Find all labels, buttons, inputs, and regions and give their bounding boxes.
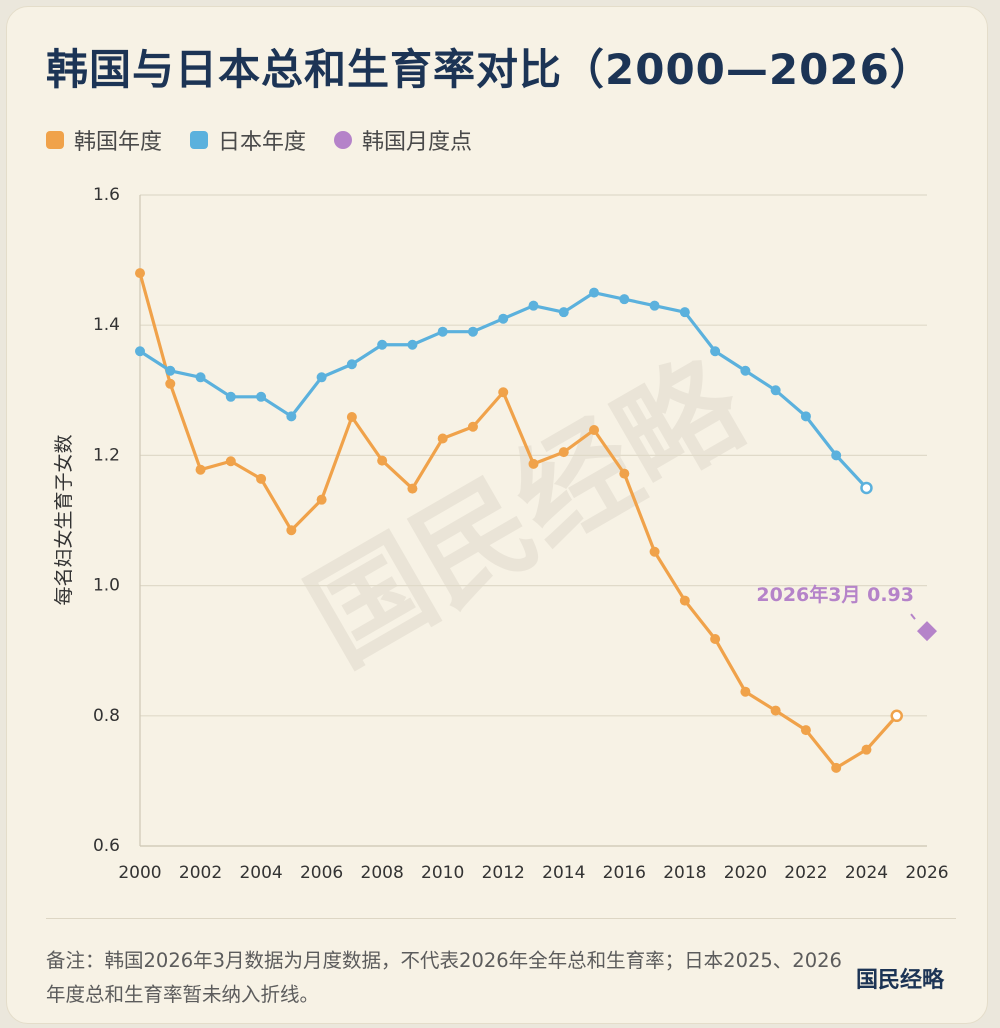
data-point-korea	[740, 686, 751, 697]
data-point-korea	[890, 709, 903, 723]
data-point-korea	[135, 268, 145, 279]
chart-card	[6, 6, 988, 1024]
x-tick-label: 2000	[118, 863, 161, 883]
data-point-japan	[740, 365, 751, 376]
brand-name: 国民经略	[856, 968, 945, 993]
data-point-japan	[256, 391, 267, 402]
data-point-korea	[589, 425, 600, 436]
legend-item-japan-annual: 日本年度	[190, 124, 306, 156]
legend-label-korea-annual: 韩国年度	[74, 130, 163, 155]
data-point-korea	[558, 447, 569, 458]
data-point-korea	[407, 483, 418, 494]
data-point-korea	[649, 546, 660, 557]
x-tick-label: 2012	[482, 863, 525, 883]
data-point-korea	[528, 458, 539, 469]
footer-divider	[46, 918, 956, 919]
legend-item-korea-annual: 韩国年度	[46, 124, 162, 156]
legend-label-japan-annual: 日本年度	[218, 130, 307, 155]
x-tick-label: 2022	[784, 863, 827, 883]
data-point-korea	[831, 762, 842, 773]
data-point-japan	[800, 411, 811, 422]
x-tick-label: 2014	[542, 863, 585, 883]
legend-item-korea-monthly: 韩国月度点	[334, 124, 472, 156]
data-point-japan	[377, 339, 388, 350]
series-line-korea	[138, 271, 899, 770]
legend-label-korea-monthly: 韩国月度点	[362, 130, 473, 155]
data-point-japan	[558, 307, 569, 318]
data-point-japan	[165, 365, 176, 376]
x-tick-label: 2010	[421, 863, 464, 883]
data-point-korea	[316, 494, 327, 505]
watermark: 国民经略	[287, 334, 766, 691]
data-point-japan	[467, 326, 478, 337]
y-tick-label: 1.0	[93, 576, 120, 596]
x-tick-label: 2004	[239, 863, 282, 883]
data-point-korea	[467, 421, 478, 432]
data-point-korea	[679, 595, 690, 606]
data-point-japan	[770, 385, 781, 396]
data-point-japan	[498, 313, 509, 324]
data-point-korea	[619, 468, 630, 479]
data-point-japan	[346, 359, 357, 370]
x-tick-label: 2016	[603, 863, 646, 883]
data-point-korea	[437, 433, 448, 444]
legend-swatch-japan-annual	[190, 131, 209, 149]
data-point-japan	[589, 287, 600, 298]
legend-swatch-korea-annual	[46, 131, 64, 149]
data-point-korea	[800, 725, 811, 736]
data-point-korea	[225, 456, 236, 467]
axes: 0.6 0.8 1.0 1.2 1.4 1.6 2000 2002 2004 2006 2008 20…	[53, 185, 949, 883]
x-tick-label: 2006	[300, 863, 343, 883]
data-point-korea	[286, 525, 297, 536]
data-point-korea	[498, 387, 509, 398]
y-tick-label: 1.6	[93, 185, 120, 205]
data-point-japan	[528, 300, 539, 311]
data-point-japan	[649, 300, 660, 311]
data-point-japan	[679, 307, 690, 318]
data-point-japan	[831, 450, 842, 461]
data-point-korea	[346, 411, 357, 422]
x-tick-label: 2024	[845, 863, 888, 883]
x-tick-label: 2008	[361, 863, 404, 883]
data-point-japan	[710, 346, 721, 357]
y-tick-label: 1.4	[93, 315, 120, 335]
data-point-japan	[135, 346, 145, 357]
x-tick-label: 2002	[179, 863, 222, 883]
data-point-japan	[225, 391, 236, 402]
data-point-japan	[437, 326, 448, 337]
y-tick-label: 0.8	[93, 706, 120, 726]
x-tick-label: 2018	[663, 863, 706, 883]
data-point-korea	[710, 633, 721, 644]
x-tick-label: 2020	[724, 863, 767, 883]
watermark-text: 国民经略	[287, 334, 766, 691]
monthly-point-leader	[910, 613, 916, 620]
data-point-japan	[860, 481, 873, 495]
footnote: 备注：韩国2026年3月数据为月度数据，不代表2026年全年总和生育率；日本20…	[46, 949, 842, 1006]
data-point-japan	[619, 294, 630, 305]
data-point-korea	[195, 464, 206, 475]
monthly-point-marker	[917, 621, 937, 642]
monthly-point-label: 2026年3月 0.93	[756, 583, 914, 606]
data-point-japan	[195, 372, 206, 383]
data-point-korea	[861, 744, 872, 755]
data-point-japan	[316, 372, 327, 383]
data-point-korea	[165, 378, 176, 389]
x-tick-label: 2026	[905, 863, 948, 883]
data-point-japan	[407, 339, 418, 350]
y-axis-title: 每名妇女生育子女数	[53, 434, 75, 605]
monthly-points: 2026年3月 0.93	[756, 583, 937, 642]
data-point-korea	[256, 473, 267, 484]
y-tick-label: 0.6	[93, 836, 120, 856]
legend-swatch-korea-monthly	[334, 131, 353, 149]
data-point-korea	[377, 455, 388, 466]
series-lines	[135, 268, 903, 773]
y-tick-label: 1.2	[93, 445, 120, 465]
data-point-korea	[770, 705, 781, 716]
chart-title: 韩国与日本总和生育率对比（2000—2026）	[46, 45, 933, 94]
data-point-japan	[286, 411, 297, 422]
legend: 韩国年度 日本年度 韩国月度点	[46, 124, 472, 156]
